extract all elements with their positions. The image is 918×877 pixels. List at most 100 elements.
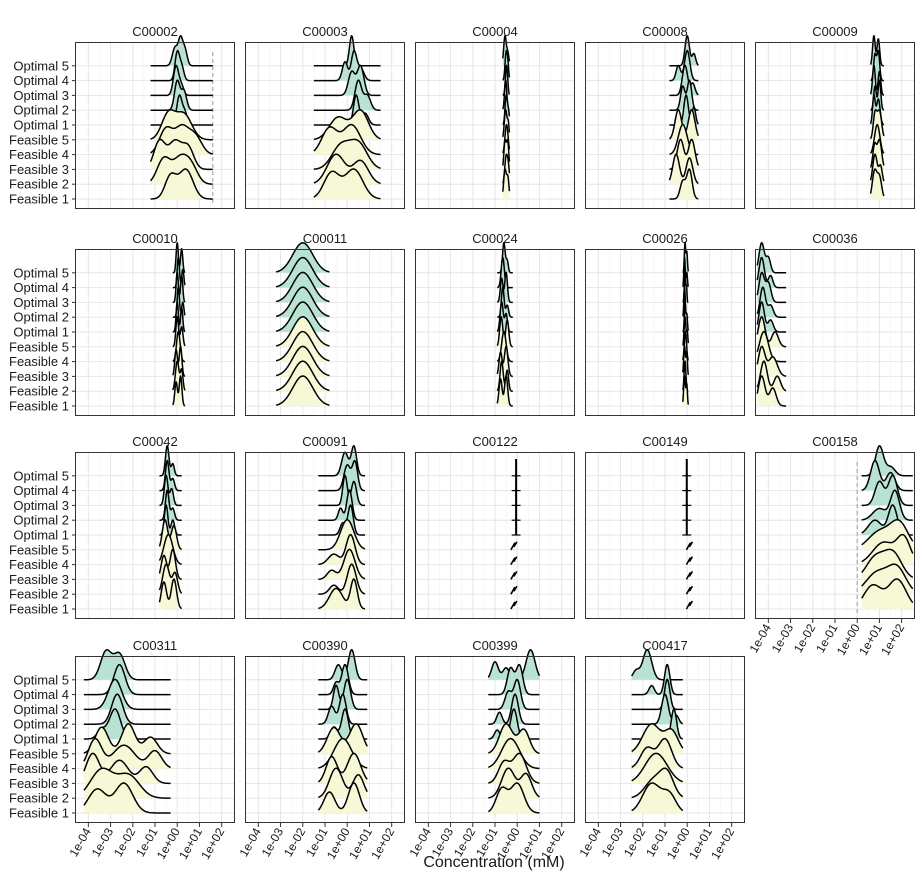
ridge-fill	[150, 154, 213, 185]
ridge-line	[275, 316, 330, 347]
ridges	[861, 445, 914, 609]
ridge-line	[861, 459, 913, 492]
panel-border	[415, 452, 575, 619]
ridge-line	[158, 533, 183, 565]
ridges	[317, 649, 368, 813]
row-label: Feasible 3	[9, 162, 69, 177]
ridge-line	[318, 767, 368, 799]
ridge-line	[275, 271, 330, 303]
facet-panel: C00036	[755, 231, 915, 416]
x-tick-label: 1e+02	[368, 825, 397, 861]
ridge-line	[510, 570, 518, 580]
ridge-fill	[83, 738, 171, 769]
ridge-line	[631, 737, 684, 769]
panel-border	[415, 42, 575, 209]
ridge-line	[502, 138, 511, 166]
ridge-line	[275, 375, 330, 406]
panel-border	[415, 249, 575, 416]
row-label: Feasible 4	[9, 354, 69, 369]
ridge-line	[502, 49, 511, 81]
ridge-line	[861, 519, 914, 546]
panel-border	[415, 656, 575, 823]
ridge-line	[275, 301, 330, 332]
row-label: Feasible 4	[9, 761, 69, 776]
ridge-fill	[276, 376, 330, 406]
ridge-line	[158, 563, 183, 594]
ridge-line	[318, 548, 366, 581]
facet-title: C00024	[472, 231, 518, 246]
x-tick-label: 1e-03	[259, 825, 287, 859]
panel-border	[585, 656, 745, 823]
ridge-line	[861, 474, 913, 507]
facet-title: C00004	[472, 24, 518, 39]
ridge-line	[488, 737, 540, 770]
ridge-line	[685, 556, 694, 565]
ridge-fill	[631, 783, 683, 813]
ridge-line	[631, 752, 684, 783]
ridge-fill	[150, 80, 213, 111]
ridge-line	[318, 474, 366, 507]
ridge-line	[150, 168, 213, 200]
facet-panel: C00003	[245, 24, 405, 209]
x-tick-label: 1e-02	[791, 621, 819, 655]
ridge-line	[669, 79, 699, 111]
row-label: Feasible 2	[9, 587, 69, 602]
ridge-fill	[83, 679, 171, 710]
facet-title: C00008	[642, 24, 688, 39]
panel-border	[75, 249, 235, 416]
ridges	[682, 459, 694, 610]
ridge-line	[275, 242, 330, 273]
row-label: Optimal 5	[13, 672, 69, 687]
panel-border	[755, 42, 915, 209]
ridge-fill	[488, 738, 540, 769]
x-tick-label: 1e-02	[621, 825, 649, 859]
ridges	[275, 242, 330, 406]
panel-border	[755, 249, 915, 416]
ridge-line	[83, 737, 171, 769]
ridge-line	[496, 271, 514, 304]
ridge-line	[172, 345, 186, 377]
ridges	[668, 35, 700, 200]
ridge-line	[318, 663, 368, 696]
ridges	[313, 35, 381, 200]
ridge-line	[318, 533, 366, 566]
ridge-line	[275, 360, 330, 392]
ridge-line	[313, 79, 381, 111]
ridge-line	[275, 286, 330, 318]
ridge-line	[861, 548, 914, 578]
ridge-line	[488, 663, 540, 696]
ridge-fill	[488, 649, 540, 680]
facet-title: C00011	[303, 231, 348, 246]
ridge-line	[685, 570, 694, 580]
row-label: Feasible 3	[9, 572, 69, 587]
ridge-fill	[150, 95, 213, 125]
row-label: Feasible 1	[9, 399, 69, 414]
facet-title: C00311	[133, 638, 178, 653]
ridge-line	[83, 752, 171, 785]
ridge-line	[669, 35, 699, 67]
facet-title: C00091	[302, 434, 348, 449]
ridge-line	[150, 64, 213, 97]
panel-border	[245, 42, 405, 209]
x-tick-label: 1e+02	[878, 621, 907, 657]
ridge-line	[510, 541, 518, 551]
row-label: Feasible 1	[9, 602, 69, 617]
ridge-fill	[83, 664, 171, 695]
row-label: Optimal 3	[13, 498, 69, 513]
ridge-fill	[318, 709, 368, 739]
ridge-line	[756, 360, 787, 392]
ridge-line	[487, 782, 540, 814]
ridge-line	[756, 301, 787, 333]
ridge-line	[172, 301, 186, 333]
ridge-line	[275, 345, 330, 377]
row-label: Feasible 1	[9, 192, 69, 207]
panel-border	[245, 452, 405, 619]
ridge-line	[488, 767, 540, 799]
ridges	[83, 649, 171, 814]
panel-border	[755, 452, 915, 619]
ridge-line	[488, 752, 540, 784]
ridge-line	[317, 752, 368, 783]
facet-panel: C00024	[415, 231, 575, 416]
